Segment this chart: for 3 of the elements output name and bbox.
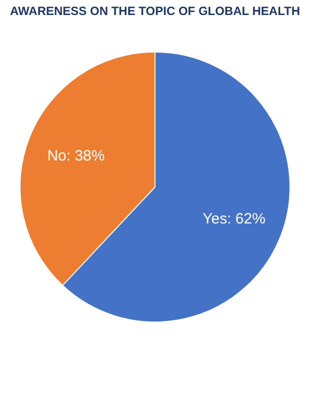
slice-label: No: 38% [47,148,105,165]
slice-label: Yes: 62% [202,210,266,228]
chart-title: AWARENESS ON THE TOPIC OF GLOBAL HEALTH [10,4,300,18]
